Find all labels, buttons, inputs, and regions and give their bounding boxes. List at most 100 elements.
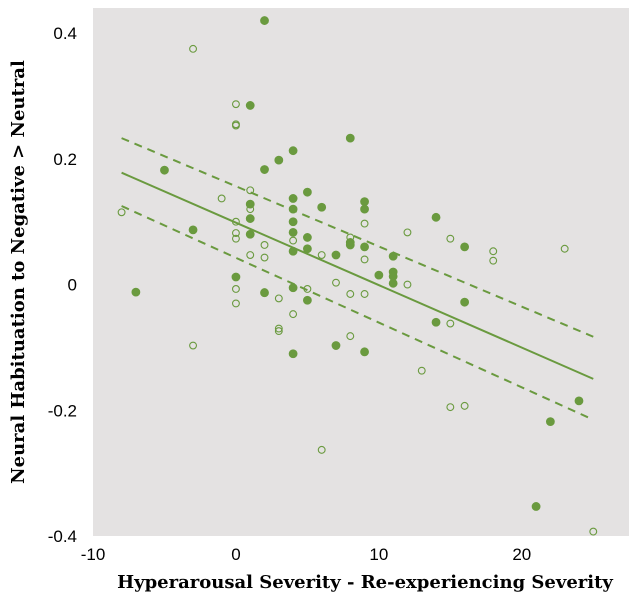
data-point-open xyxy=(446,319,455,328)
data-point-open xyxy=(231,285,240,293)
data-point-open xyxy=(274,327,283,336)
data-point-filled xyxy=(288,227,298,237)
data-point-filled xyxy=(302,244,312,254)
data-point-filled xyxy=(131,287,141,297)
data-point-filled xyxy=(317,202,327,212)
data-point-filled xyxy=(460,242,470,252)
data-point-filled xyxy=(302,233,312,242)
x-tick-label: -10 xyxy=(81,545,106,564)
data-point-filled xyxy=(188,225,198,235)
data-point-open xyxy=(303,285,312,293)
data-point-open xyxy=(317,445,326,454)
data-point-filled xyxy=(288,217,298,227)
y-axis-ticks: -0.4 -0.2 0 0.2 0.4 xyxy=(48,24,77,546)
confidence-band xyxy=(121,137,594,421)
data-point-open xyxy=(246,205,255,214)
data-point-filled xyxy=(331,341,341,350)
data-point-open xyxy=(489,256,498,265)
data-point-open xyxy=(560,244,569,253)
data-point-filled xyxy=(260,16,269,25)
confidence-band-lower xyxy=(121,205,594,421)
data-point-open xyxy=(231,299,240,308)
data-point-open xyxy=(189,44,198,53)
data-point-filled xyxy=(545,417,555,427)
x-tick-label: 20 xyxy=(512,545,531,564)
data-point-filled xyxy=(245,229,255,239)
data-point-open xyxy=(260,241,269,249)
data-point-open xyxy=(289,236,298,245)
data-point-open xyxy=(346,290,355,298)
data-point-filled xyxy=(331,250,341,260)
data-point-open xyxy=(246,186,255,195)
data-point-open xyxy=(446,234,455,243)
data-point-filled xyxy=(288,146,298,156)
data-point-open xyxy=(332,278,340,287)
data-point-open xyxy=(231,234,240,243)
data-point-filled xyxy=(360,204,369,214)
x-tick-label: 0 xyxy=(231,545,240,564)
data-point-open xyxy=(260,253,269,262)
data-point-filled xyxy=(288,246,298,256)
data-point-open xyxy=(360,219,369,228)
data-point-open xyxy=(217,194,226,203)
data-point-filled xyxy=(274,155,284,165)
data-point-filled xyxy=(302,295,312,305)
data-point-open xyxy=(231,217,240,226)
data-point-filled xyxy=(260,165,269,174)
data-point-open xyxy=(260,288,269,297)
data-point-open xyxy=(346,332,355,341)
data-point-open xyxy=(317,251,326,259)
data-point-filled xyxy=(431,317,441,327)
y-axis-label: Neural Habituation to Negative > Neutral xyxy=(8,60,29,484)
y-tick-label: -0.4 xyxy=(48,527,77,546)
data-point-filled xyxy=(374,270,384,280)
data-point-open xyxy=(231,100,240,109)
data-point-filled xyxy=(360,347,369,357)
data-point-filled xyxy=(288,204,298,214)
data-point-open xyxy=(489,247,498,256)
data-point-open xyxy=(589,527,598,536)
data-point-filled xyxy=(288,349,298,359)
data-point-filled xyxy=(388,251,398,261)
data-point-filled xyxy=(302,187,312,197)
data-point-open xyxy=(231,121,240,130)
data-point-filled xyxy=(388,278,398,288)
data-point-open xyxy=(289,310,298,319)
data-point-filled xyxy=(574,396,584,406)
data-point-open xyxy=(246,251,255,259)
x-axis-label: Hyperarousal Severity - Re-experiencing … xyxy=(117,572,613,593)
data-point-open xyxy=(403,280,412,289)
data-point-filled xyxy=(231,272,241,282)
data-point-filled xyxy=(460,297,470,307)
x-tick-label: 10 xyxy=(369,545,388,564)
data-point-open xyxy=(360,255,369,264)
data-point-open xyxy=(274,324,283,333)
data-point-open xyxy=(460,401,469,410)
y-tick-label: 0 xyxy=(68,276,77,295)
data-point-open xyxy=(403,228,412,237)
data-point-open xyxy=(360,290,369,298)
data-point-filled xyxy=(431,212,441,222)
fit-line-group xyxy=(121,171,594,380)
data-point-filled xyxy=(160,165,169,175)
data-point-filled xyxy=(245,101,255,110)
data-point-filled xyxy=(345,133,355,143)
plot-background xyxy=(93,8,629,536)
y-tick-label: 0.2 xyxy=(53,150,77,169)
data-point-open xyxy=(231,229,240,237)
data-point-filled xyxy=(360,242,369,252)
fit-line xyxy=(121,171,594,380)
data-point-open xyxy=(346,233,355,242)
data-point-filled xyxy=(360,197,369,207)
y-tick-label: -0.2 xyxy=(48,401,77,420)
data-point-filled xyxy=(245,214,255,223)
data-point-filled xyxy=(288,283,298,293)
data-point-filled xyxy=(288,194,298,203)
data-point-open xyxy=(417,366,426,375)
data-points xyxy=(117,16,598,536)
x-axis-ticks: -10 0 10 20 xyxy=(81,545,532,564)
data-point-filled xyxy=(345,240,355,250)
data-point-open xyxy=(274,294,283,303)
data-point-open xyxy=(446,403,455,412)
